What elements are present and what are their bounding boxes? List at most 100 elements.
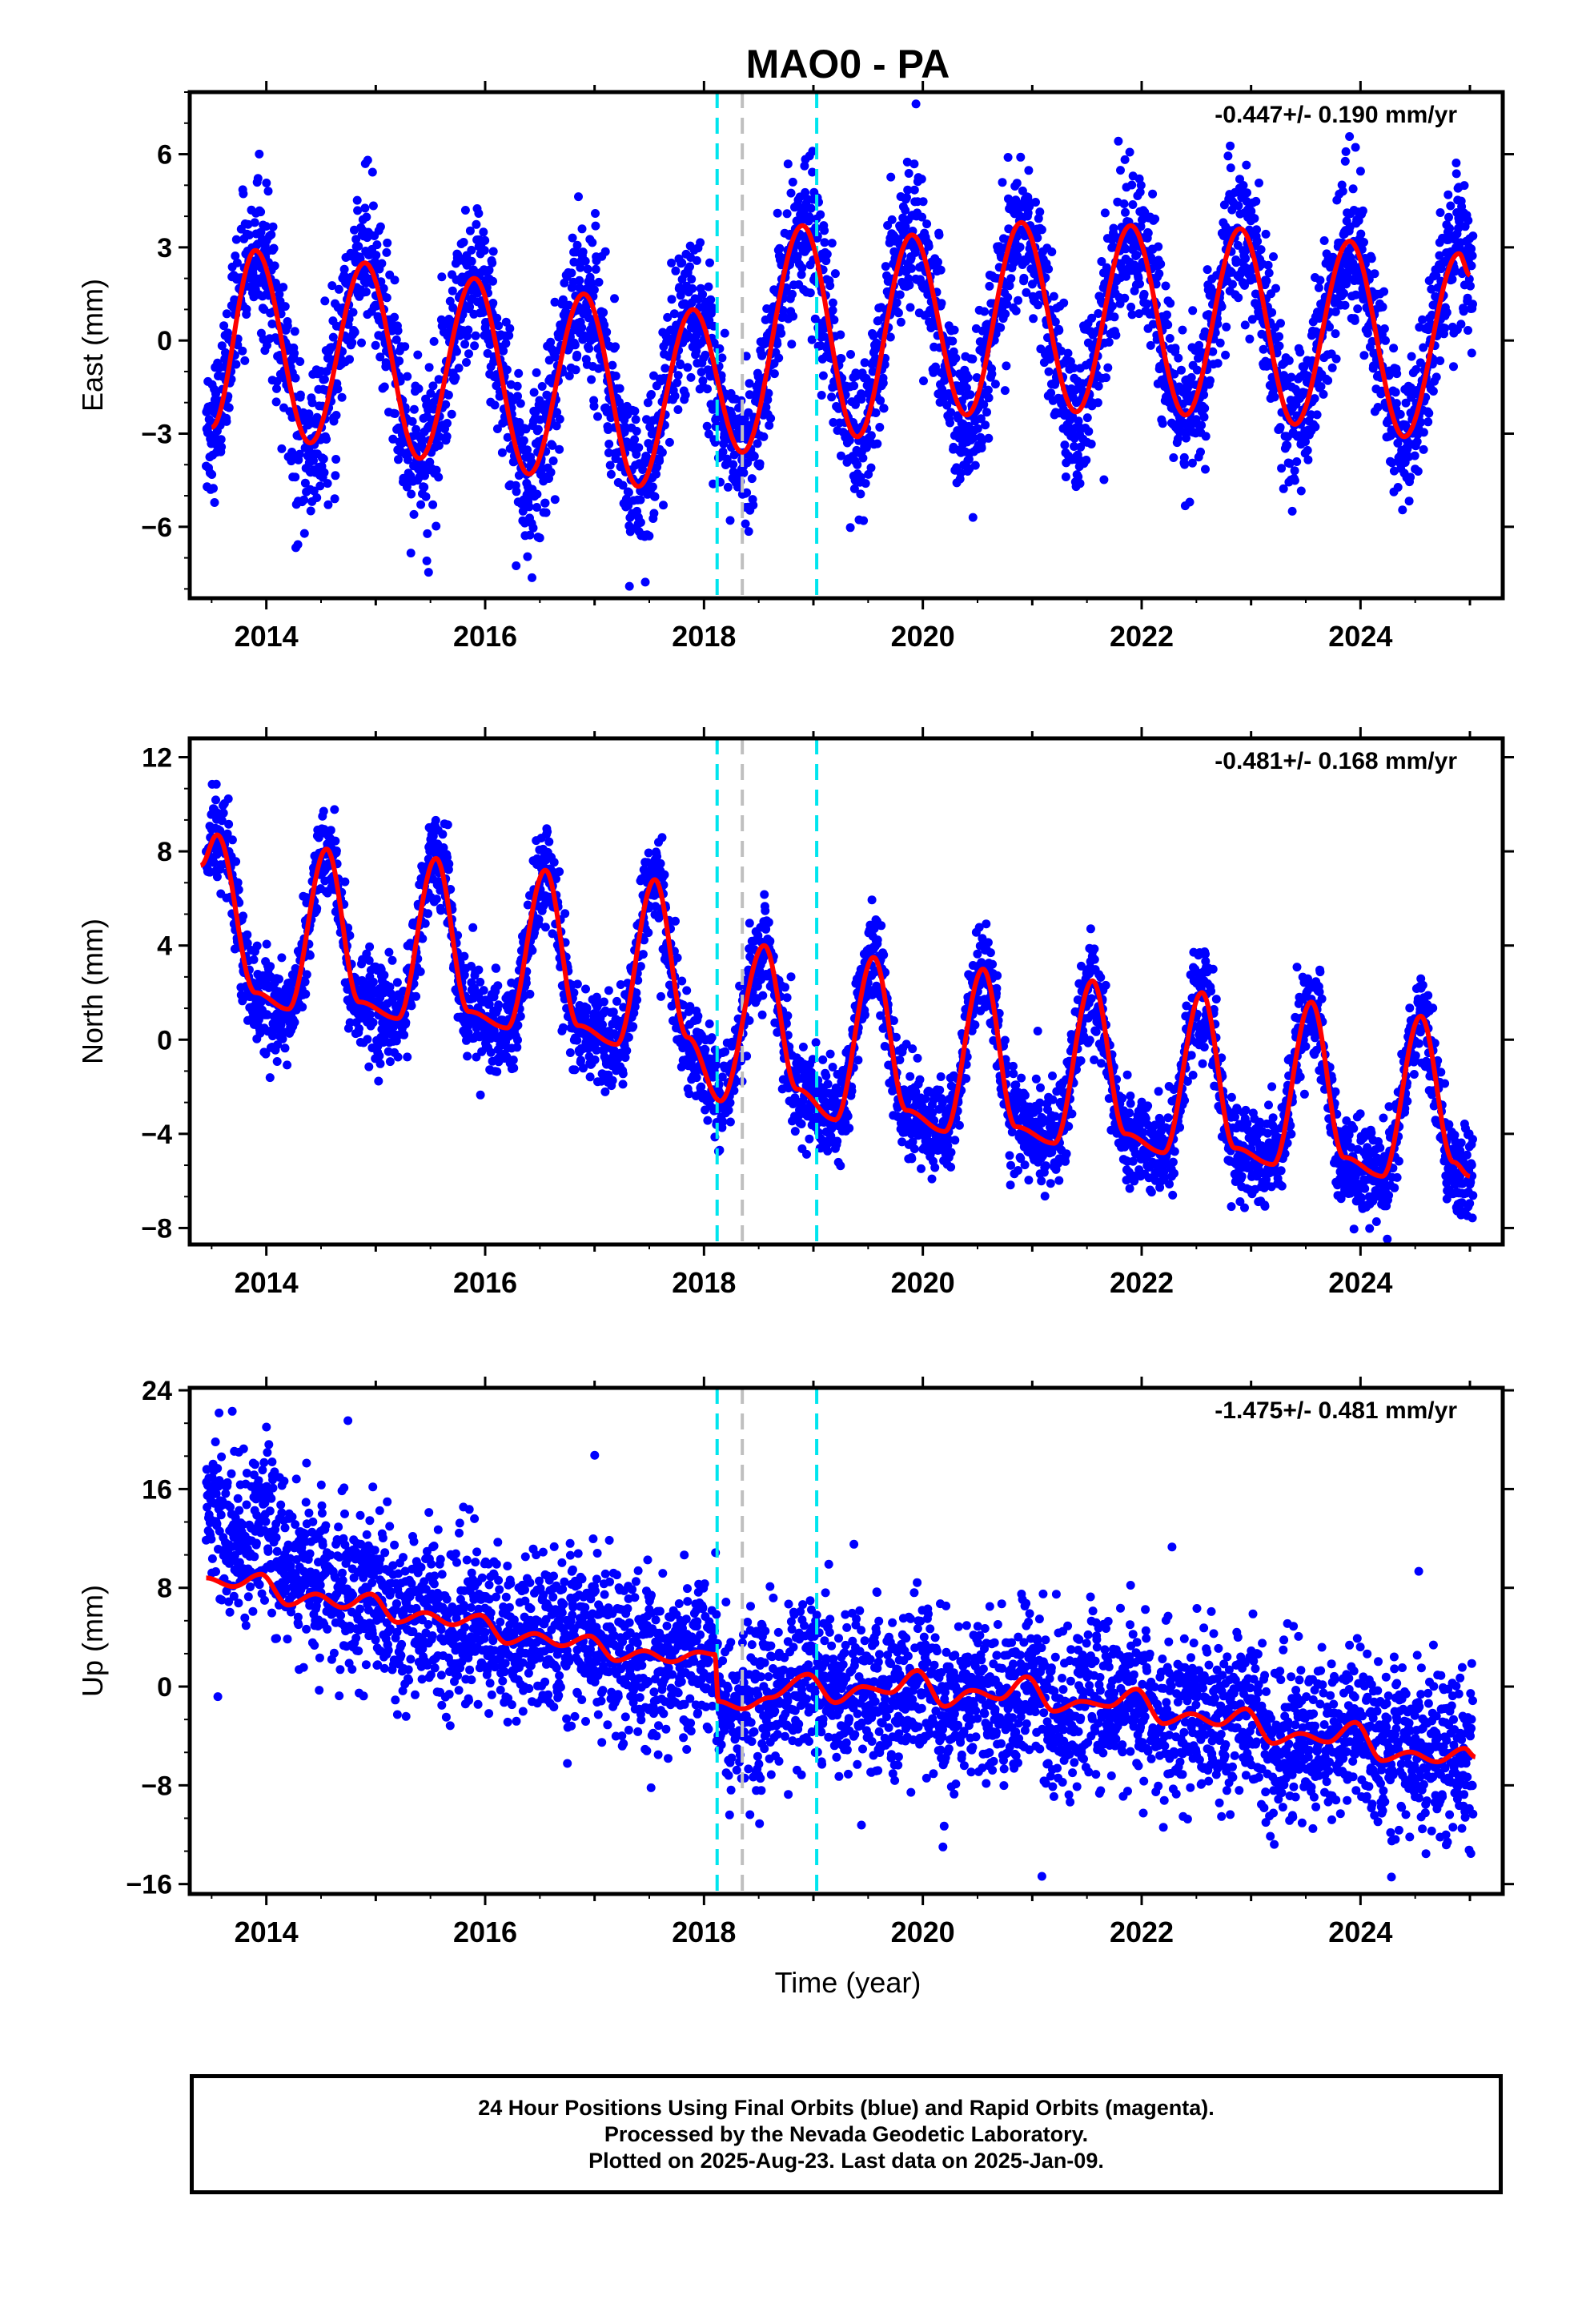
data-point xyxy=(976,414,986,424)
data-point xyxy=(788,177,797,187)
data-point xyxy=(1061,472,1070,481)
data-point xyxy=(866,431,876,440)
data-point xyxy=(331,846,341,855)
data-point xyxy=(1277,464,1287,473)
data-point xyxy=(1087,313,1097,323)
data-point xyxy=(1279,484,1288,493)
data-point xyxy=(476,1090,485,1100)
data-point xyxy=(589,401,599,411)
data-point xyxy=(479,986,488,995)
data-point xyxy=(523,552,532,561)
data-point xyxy=(518,506,528,516)
data-point xyxy=(1350,316,1359,325)
data-point xyxy=(250,218,259,227)
data-point xyxy=(869,331,878,340)
data-point xyxy=(312,493,322,502)
data-point xyxy=(878,378,888,388)
data-point xyxy=(1256,245,1266,255)
data-point xyxy=(879,404,889,413)
data-point xyxy=(393,1052,403,1062)
data-point xyxy=(468,923,478,932)
data-point xyxy=(665,437,674,447)
data-point xyxy=(1035,207,1045,217)
data-point xyxy=(858,453,868,463)
data-point xyxy=(1044,367,1054,376)
data-point xyxy=(403,1052,412,1062)
data-point xyxy=(1331,329,1340,339)
data-point xyxy=(636,495,645,505)
data-point xyxy=(901,222,910,231)
data-point xyxy=(683,363,693,372)
data-point xyxy=(1094,309,1103,318)
data-point xyxy=(307,398,317,408)
data-point xyxy=(1446,201,1456,211)
data-point xyxy=(1468,251,1477,260)
data-point xyxy=(437,272,447,282)
data-point xyxy=(825,281,835,291)
data-point xyxy=(1069,364,1078,372)
data-point xyxy=(448,286,457,296)
data-point xyxy=(300,977,310,987)
data-point xyxy=(420,482,429,492)
data-point xyxy=(657,448,667,457)
data-point xyxy=(564,300,574,310)
data-point xyxy=(555,444,564,454)
data-point xyxy=(837,354,846,364)
data-point xyxy=(309,486,319,496)
data-point xyxy=(1301,437,1310,447)
data-point xyxy=(1148,320,1158,329)
data-point xyxy=(327,281,337,291)
data-point xyxy=(1132,251,1142,259)
data-point xyxy=(1023,208,1033,218)
data-point xyxy=(564,371,574,380)
data-point xyxy=(1186,372,1196,382)
data-point xyxy=(765,420,774,430)
data-point xyxy=(299,495,309,505)
data-point xyxy=(494,1000,504,1010)
data-point xyxy=(479,227,488,237)
data-point xyxy=(576,263,585,272)
data-point xyxy=(747,474,757,484)
data-point xyxy=(1060,440,1070,450)
data-point xyxy=(853,460,862,469)
data-point xyxy=(298,1003,307,1011)
data-point xyxy=(1275,423,1285,432)
data-point xyxy=(1135,279,1144,288)
data-point xyxy=(1423,417,1433,427)
data-point xyxy=(1285,459,1295,468)
data-point xyxy=(630,435,640,444)
data-point xyxy=(271,397,281,407)
data-point xyxy=(265,1073,275,1083)
data-point xyxy=(650,492,660,501)
data-point xyxy=(270,261,279,271)
data-point xyxy=(763,395,773,404)
data-point xyxy=(1252,225,1261,235)
data-point xyxy=(426,388,436,398)
data-point xyxy=(1000,386,1010,396)
data-point xyxy=(414,384,424,393)
data-point xyxy=(300,478,310,488)
data-point xyxy=(330,805,339,814)
data-point xyxy=(1351,143,1360,152)
data-point xyxy=(452,347,461,356)
data-point xyxy=(1070,442,1078,451)
data-point xyxy=(692,255,701,265)
data-point xyxy=(1391,399,1401,408)
data-point xyxy=(1111,331,1121,340)
data-point xyxy=(1373,403,1383,412)
data-point xyxy=(333,384,343,394)
data-point xyxy=(546,337,556,347)
data-point xyxy=(467,256,476,266)
data-point xyxy=(323,479,332,489)
data-point xyxy=(866,463,876,472)
data-point xyxy=(474,965,484,975)
data-point xyxy=(546,468,556,477)
data-point xyxy=(787,340,797,349)
data-point xyxy=(444,859,454,869)
data-point xyxy=(1406,472,1415,482)
data-point xyxy=(1100,208,1110,218)
data-point xyxy=(290,327,299,336)
data-point xyxy=(424,363,434,372)
data-point xyxy=(1165,334,1174,343)
x-tick-label: 2016 xyxy=(453,620,517,653)
